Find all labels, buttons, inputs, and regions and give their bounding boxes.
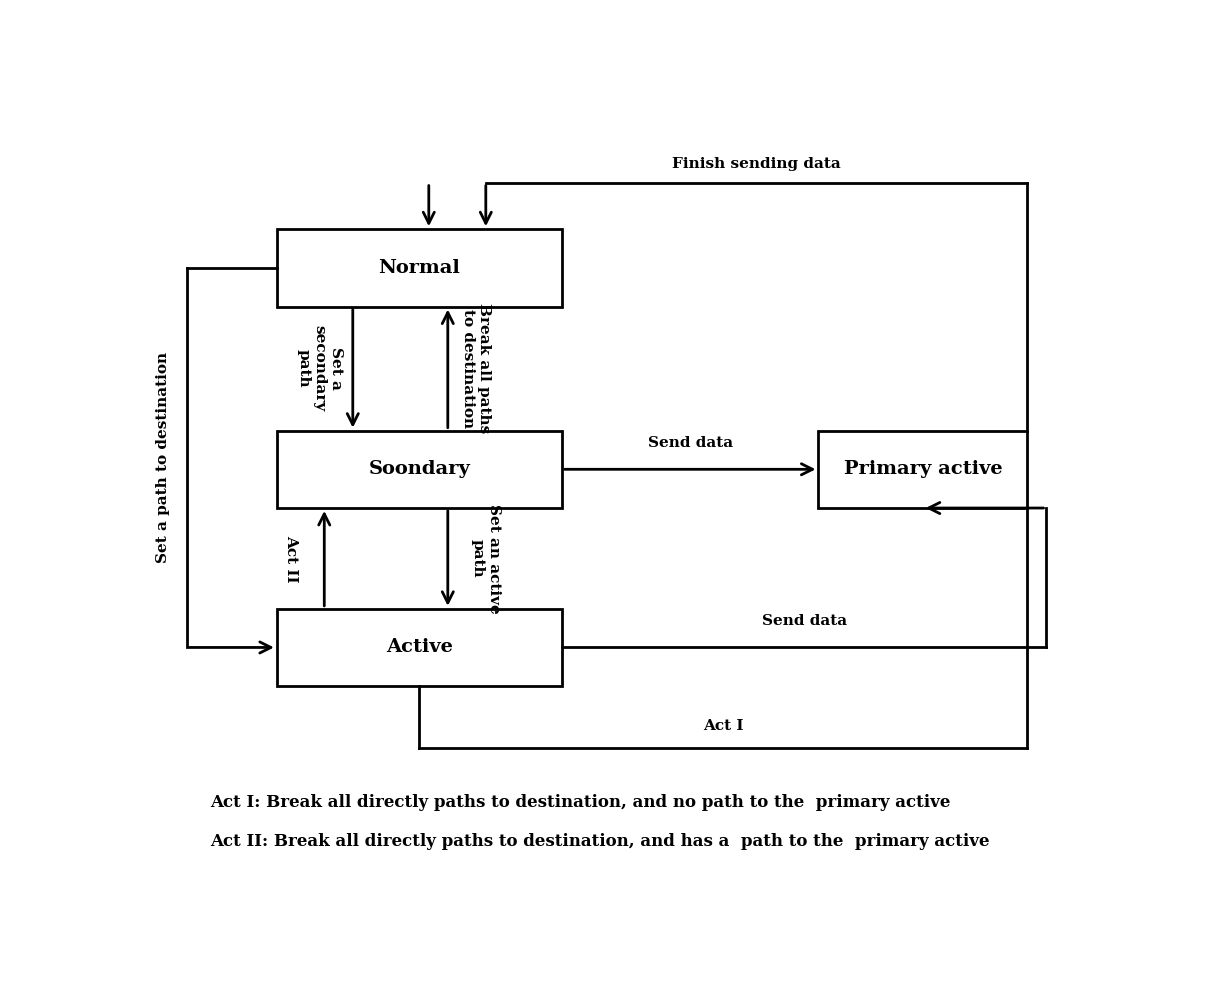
Text: Act II: Break all directly paths to destination, and has a  path to the  primary: Act II: Break all directly paths to dest… (211, 833, 989, 850)
Text: Send data: Send data (761, 614, 847, 628)
Text: Normal: Normal (379, 259, 460, 277)
Text: Soondary: Soondary (368, 461, 471, 478)
Text: Set an active
path: Set an active path (471, 504, 501, 614)
Text: Finish sending data: Finish sending data (672, 157, 841, 171)
FancyBboxPatch shape (277, 229, 562, 307)
FancyBboxPatch shape (819, 431, 1027, 508)
Text: Act I: Act I (702, 718, 744, 732)
FancyBboxPatch shape (277, 609, 562, 686)
Text: Active: Active (386, 639, 452, 657)
Text: Set a
secondary
path: Set a secondary path (297, 326, 343, 411)
Text: Set a path to destination: Set a path to destination (156, 352, 169, 563)
Text: Primary active: Primary active (843, 461, 1002, 478)
Text: Act I: Break all directly paths to destination, and no path to the  primary acti: Act I: Break all directly paths to desti… (211, 794, 950, 811)
Text: Send data: Send data (647, 436, 733, 450)
Text: Act II: Act II (284, 534, 298, 582)
FancyBboxPatch shape (277, 431, 562, 508)
Text: Break all paths
to destination: Break all paths to destination (461, 304, 492, 434)
